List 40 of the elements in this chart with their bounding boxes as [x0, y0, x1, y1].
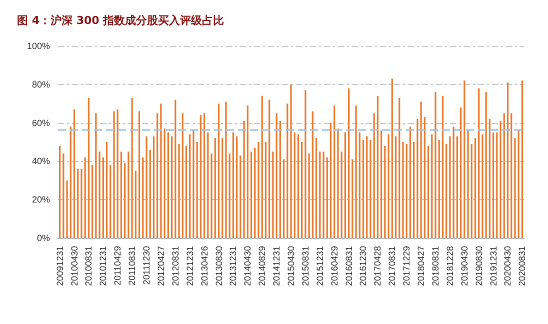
x-tick-label: 20200430: [502, 246, 513, 286]
y-tick-label: 60%: [32, 118, 50, 128]
x-tick-label: 20121231: [184, 246, 195, 286]
y-tick-label: 40%: [32, 156, 50, 166]
x-tick-label: 20181228: [444, 246, 455, 286]
x-tick-label: 20110429: [112, 246, 123, 286]
y-tick-label: 80%: [32, 79, 50, 90]
x-tick-label: 20171229: [402, 246, 412, 286]
y-tick-label: 0%: [36, 233, 50, 243]
x-tick-label: 20200831: [517, 246, 528, 286]
x-tick-label: 20110831: [127, 246, 138, 286]
chart-title: 图 4：沪深 300 指数成分股买入评级占比: [17, 14, 224, 27]
x-tick-label: 20100831: [84, 246, 94, 286]
x-tick-label: 20120427: [156, 246, 166, 286]
x-tick-label: 20101231: [98, 246, 108, 286]
x-tick-label: 20160429: [329, 246, 340, 286]
x-tick-label: 20130830: [214, 246, 224, 286]
x-tick-label: 20151231: [314, 246, 325, 286]
y-tick-label: 20%: [32, 194, 50, 205]
x-tick-label: 20131231: [228, 246, 238, 286]
x-tick-label: 20091231: [54, 246, 65, 286]
x-tick-label: 20150430: [286, 246, 296, 286]
x-tick-label: 20150831: [300, 246, 310, 286]
x-tick-label: 20140829: [257, 246, 268, 286]
x-tick-label: 20140430: [242, 246, 253, 286]
y-tick-label: 100%: [26, 41, 50, 51]
x-tick-label: 20180831: [430, 246, 440, 286]
x-tick-label: 20161230: [358, 246, 368, 286]
x-tick-label: 20160831: [344, 246, 354, 286]
x-tick-label: 20130426: [199, 246, 210, 286]
x-tick-label: 20141231: [272, 246, 282, 286]
x-tick-label: 20190430: [459, 246, 470, 286]
x-tick-label: 20100430: [69, 246, 80, 286]
x-tick-label: 20170428: [372, 246, 383, 286]
x-tick-label: 20120831: [170, 246, 180, 286]
x-tick-label: 20170831: [387, 246, 398, 286]
x-tick-label: 20191231: [488, 246, 498, 286]
x-tick-label: 20190830: [474, 246, 484, 286]
x-tick-label: 20180427: [416, 246, 426, 286]
x-tick-label: 20111230: [142, 246, 152, 285]
